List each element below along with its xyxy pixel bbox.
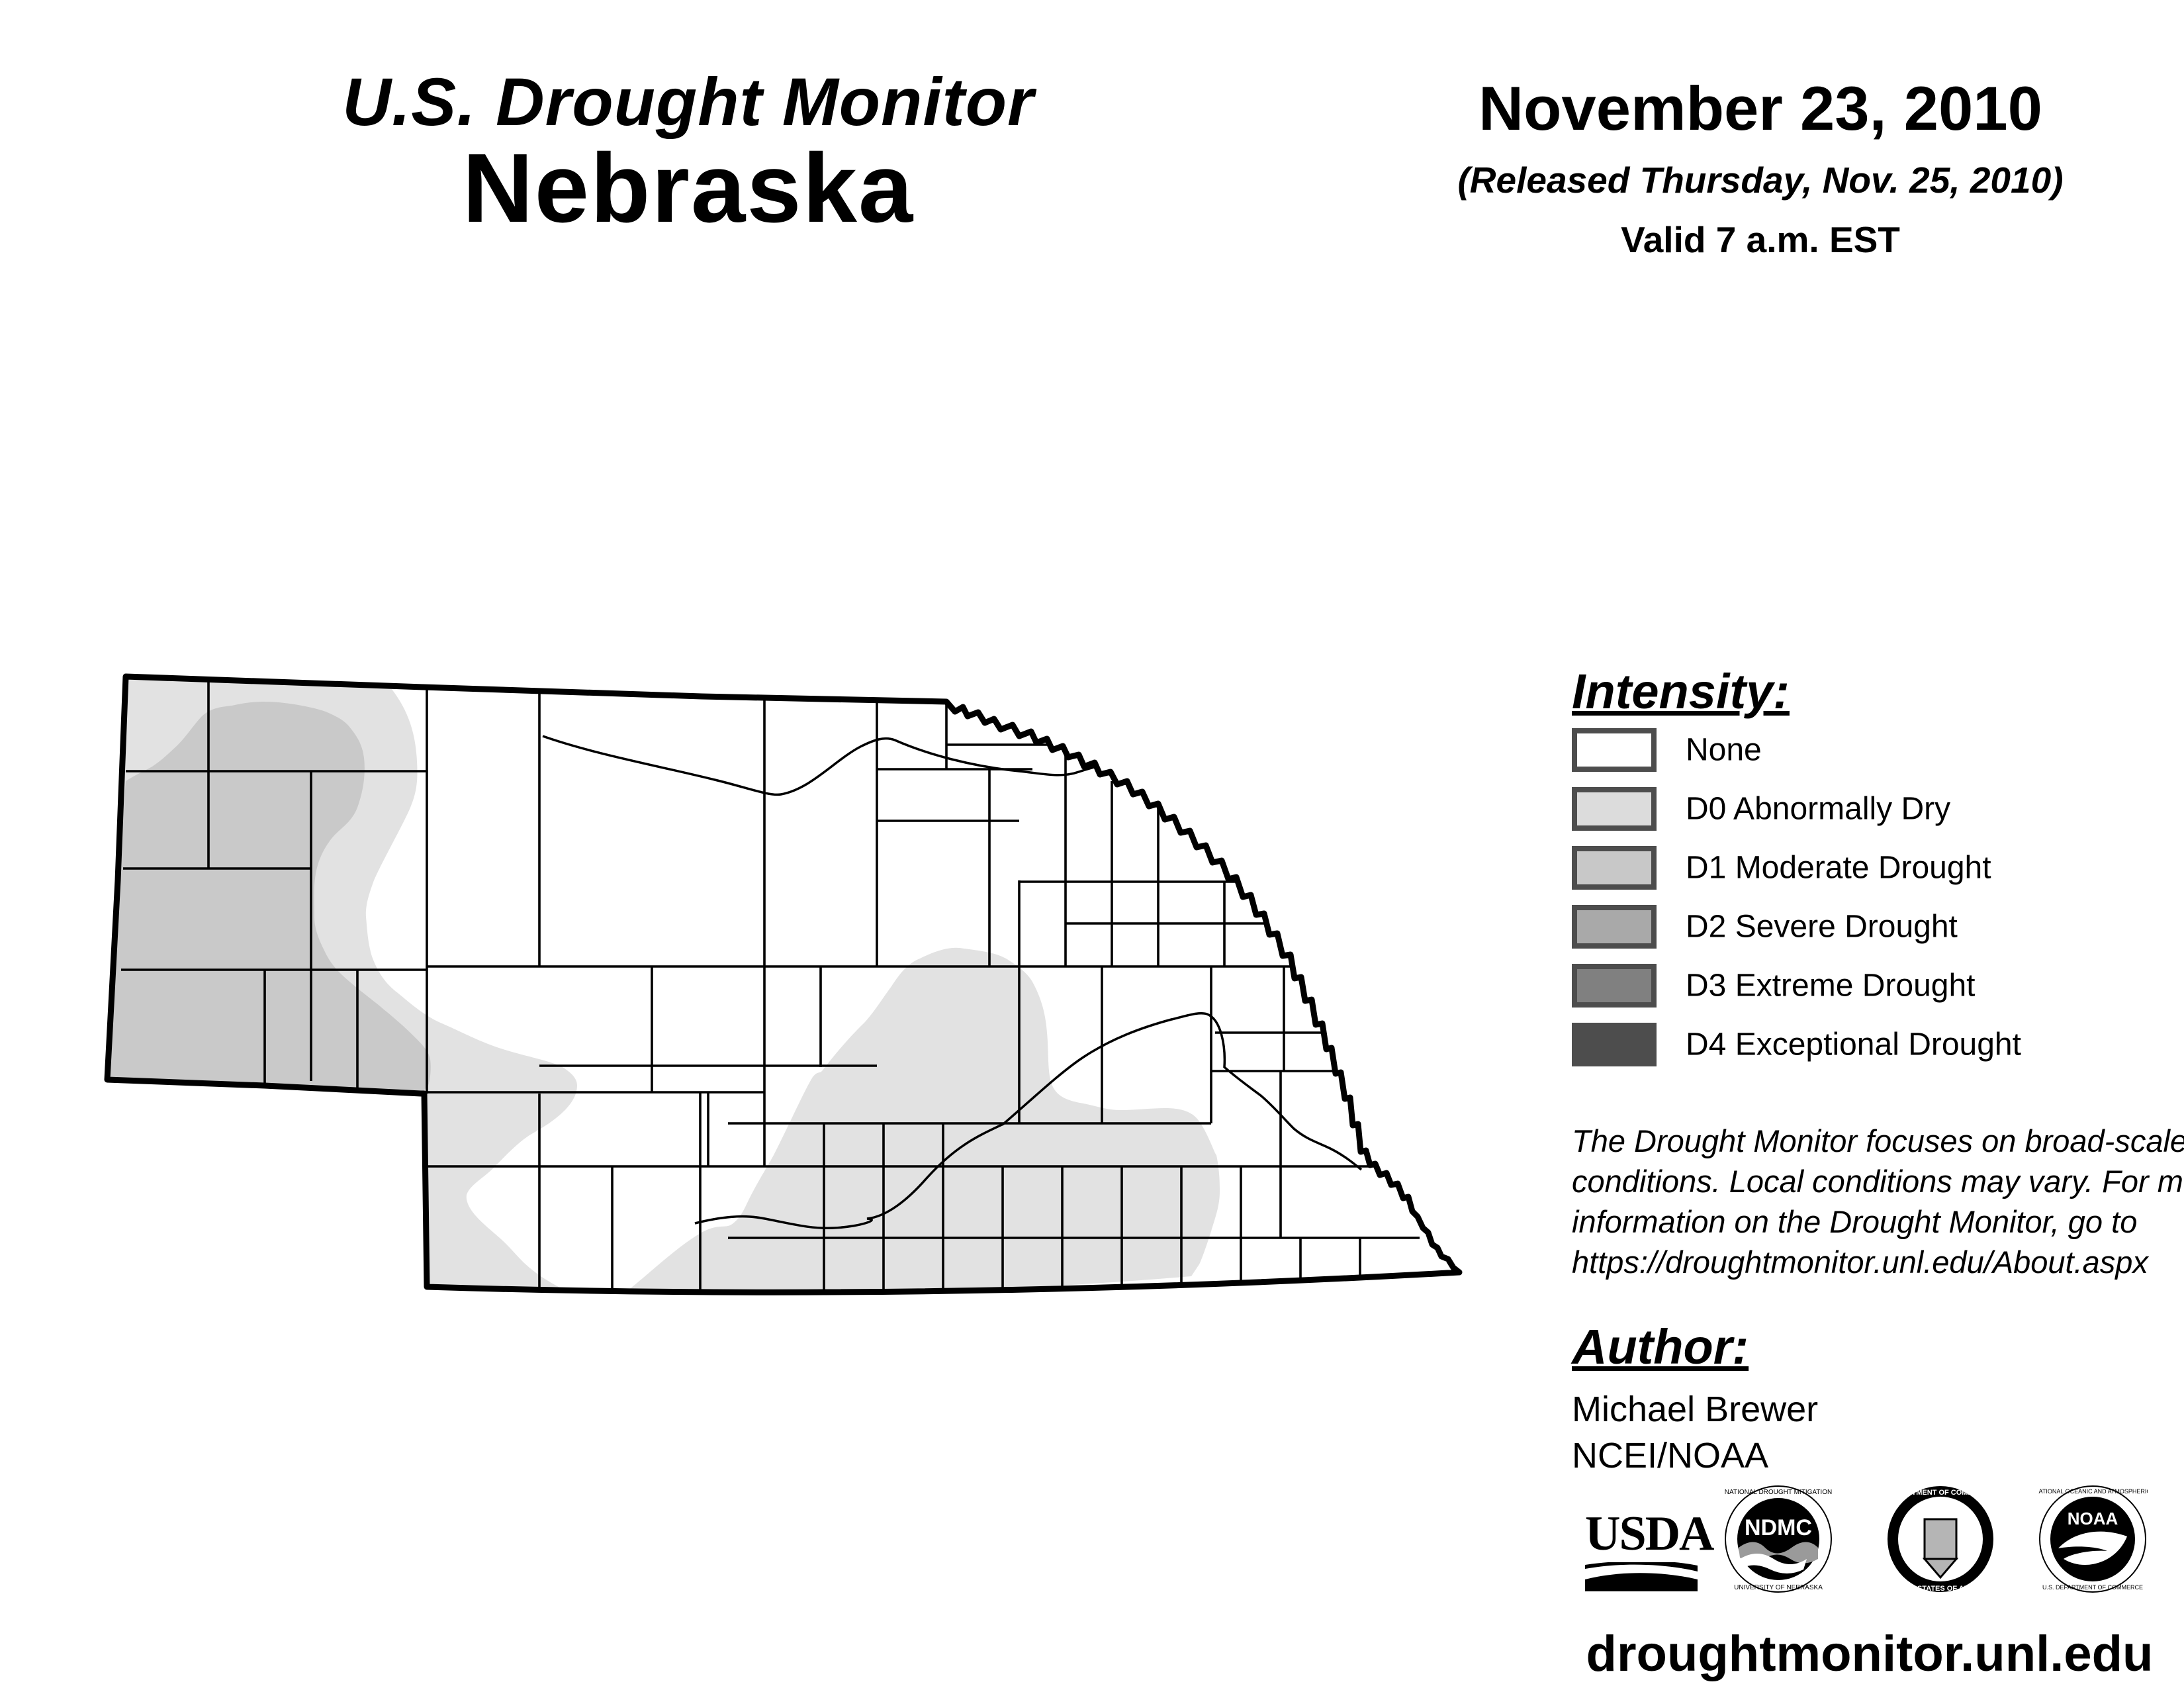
platte-river bbox=[694, 1011, 1363, 1230]
disclaimer-note: The Drought Monitor focuses on broad-sca… bbox=[1572, 1121, 2184, 1282]
legend-swatch-none bbox=[1572, 728, 1657, 772]
legend-swatch-d4 bbox=[1572, 1023, 1657, 1066]
usda-swoosh bbox=[1585, 1560, 1698, 1591]
ndmc-ring-text-top: NATIONAL DROUGHT MITIGATION bbox=[1725, 1489, 1832, 1496]
map-date: November 23, 2010 bbox=[1479, 73, 2042, 143]
legend-label: D4 Exceptional Drought bbox=[1686, 1027, 2021, 1062]
drought-region-d0-south bbox=[625, 947, 1220, 1293]
drought-region-d1-panhandle bbox=[107, 702, 431, 1094]
legend-swatch-d2 bbox=[1572, 905, 1657, 949]
usda-logo: USDA bbox=[1585, 1506, 1714, 1591]
ndmc-wordmark: NDMC bbox=[1745, 1515, 1812, 1540]
valid-time: Valid 7 a.m. EST bbox=[1621, 219, 1900, 260]
author-heading: Author: bbox=[1572, 1319, 1749, 1374]
legend-swatch-d0 bbox=[1572, 787, 1657, 831]
ndmc-ring-text-bottom: UNIVERSITY OF NEBRASKA bbox=[1734, 1584, 1823, 1591]
noaa-logo: NOAA NATIONAL OCEANIC AND ATMOSPHERIC U.… bbox=[2038, 1485, 2148, 1593]
note-line: The Drought Monitor focuses on broad-sca… bbox=[1572, 1123, 2184, 1158]
legend-label: D2 Severe Drought bbox=[1686, 909, 1958, 945]
legend-heading: Intensity: bbox=[1572, 664, 1790, 719]
legend-label: D3 Extreme Drought bbox=[1686, 968, 1976, 1004]
noaa-ring-text-top: NATIONAL OCEANIC AND ATMOSPHERIC bbox=[2038, 1488, 2148, 1495]
legend-label: None bbox=[1686, 732, 1762, 768]
state-outline bbox=[104, 673, 1463, 1295]
ndmc-logo: NDMC NATIONAL DROUGHT MITIGATION UNIVERS… bbox=[1725, 1485, 1832, 1593]
page-subtitle-state: Nebraska bbox=[462, 134, 915, 243]
legend-label: D1 Moderate Drought bbox=[1686, 850, 1991, 886]
nebraska-drought-map bbox=[104, 673, 1463, 1295]
note-line: conditions. Local conditions may vary. F… bbox=[1572, 1164, 2184, 1199]
author-organization: NCEI/NOAA bbox=[1572, 1436, 1769, 1476]
county-boundaries bbox=[121, 679, 1420, 1293]
commerce-ring-text-top: DEPARTMENT OF COMMERCE bbox=[1887, 1489, 1994, 1497]
note-line: information on the Drought Monitor, go t… bbox=[1572, 1204, 2138, 1240]
legend-label: D0 Abnormally Dry bbox=[1686, 791, 1951, 827]
logo-row: USDA NDMC NATIONAL DROUGHT MITIGATION UN… bbox=[1575, 1479, 2164, 1599]
legend-swatch-d1 bbox=[1572, 846, 1657, 890]
page-title: U.S. Drought Monitor bbox=[342, 64, 1034, 140]
date-block: November 23, 2010 (Released Thursday, No… bbox=[1403, 73, 2118, 261]
noaa-ring-text-bottom: U.S. DEPARTMENT OF COMMERCE bbox=[2042, 1584, 2143, 1591]
author-name: Michael Brewer bbox=[1572, 1389, 1819, 1429]
legend-swatch-d3 bbox=[1572, 964, 1657, 1008]
note-line: https://droughtmonitor.unl.edu/About.asp… bbox=[1572, 1244, 2148, 1280]
footer-url: droughtmonitor.unl.edu bbox=[1586, 1626, 2154, 1682]
commerce-ring-text-bottom: UNITED STATES OF AMERICA bbox=[1888, 1585, 1993, 1593]
niobrara-river bbox=[542, 735, 1128, 796]
commerce-seal-logo: DEPARTMENT OF COMMERCE UNITED STATES OF … bbox=[1887, 1486, 1994, 1593]
usda-wordmark: USDA bbox=[1585, 1507, 1714, 1561]
released-date: (Released Thursday, Nov. 25, 2010) bbox=[1457, 160, 2064, 201]
noaa-wordmark: NOAA bbox=[2068, 1509, 2118, 1528]
